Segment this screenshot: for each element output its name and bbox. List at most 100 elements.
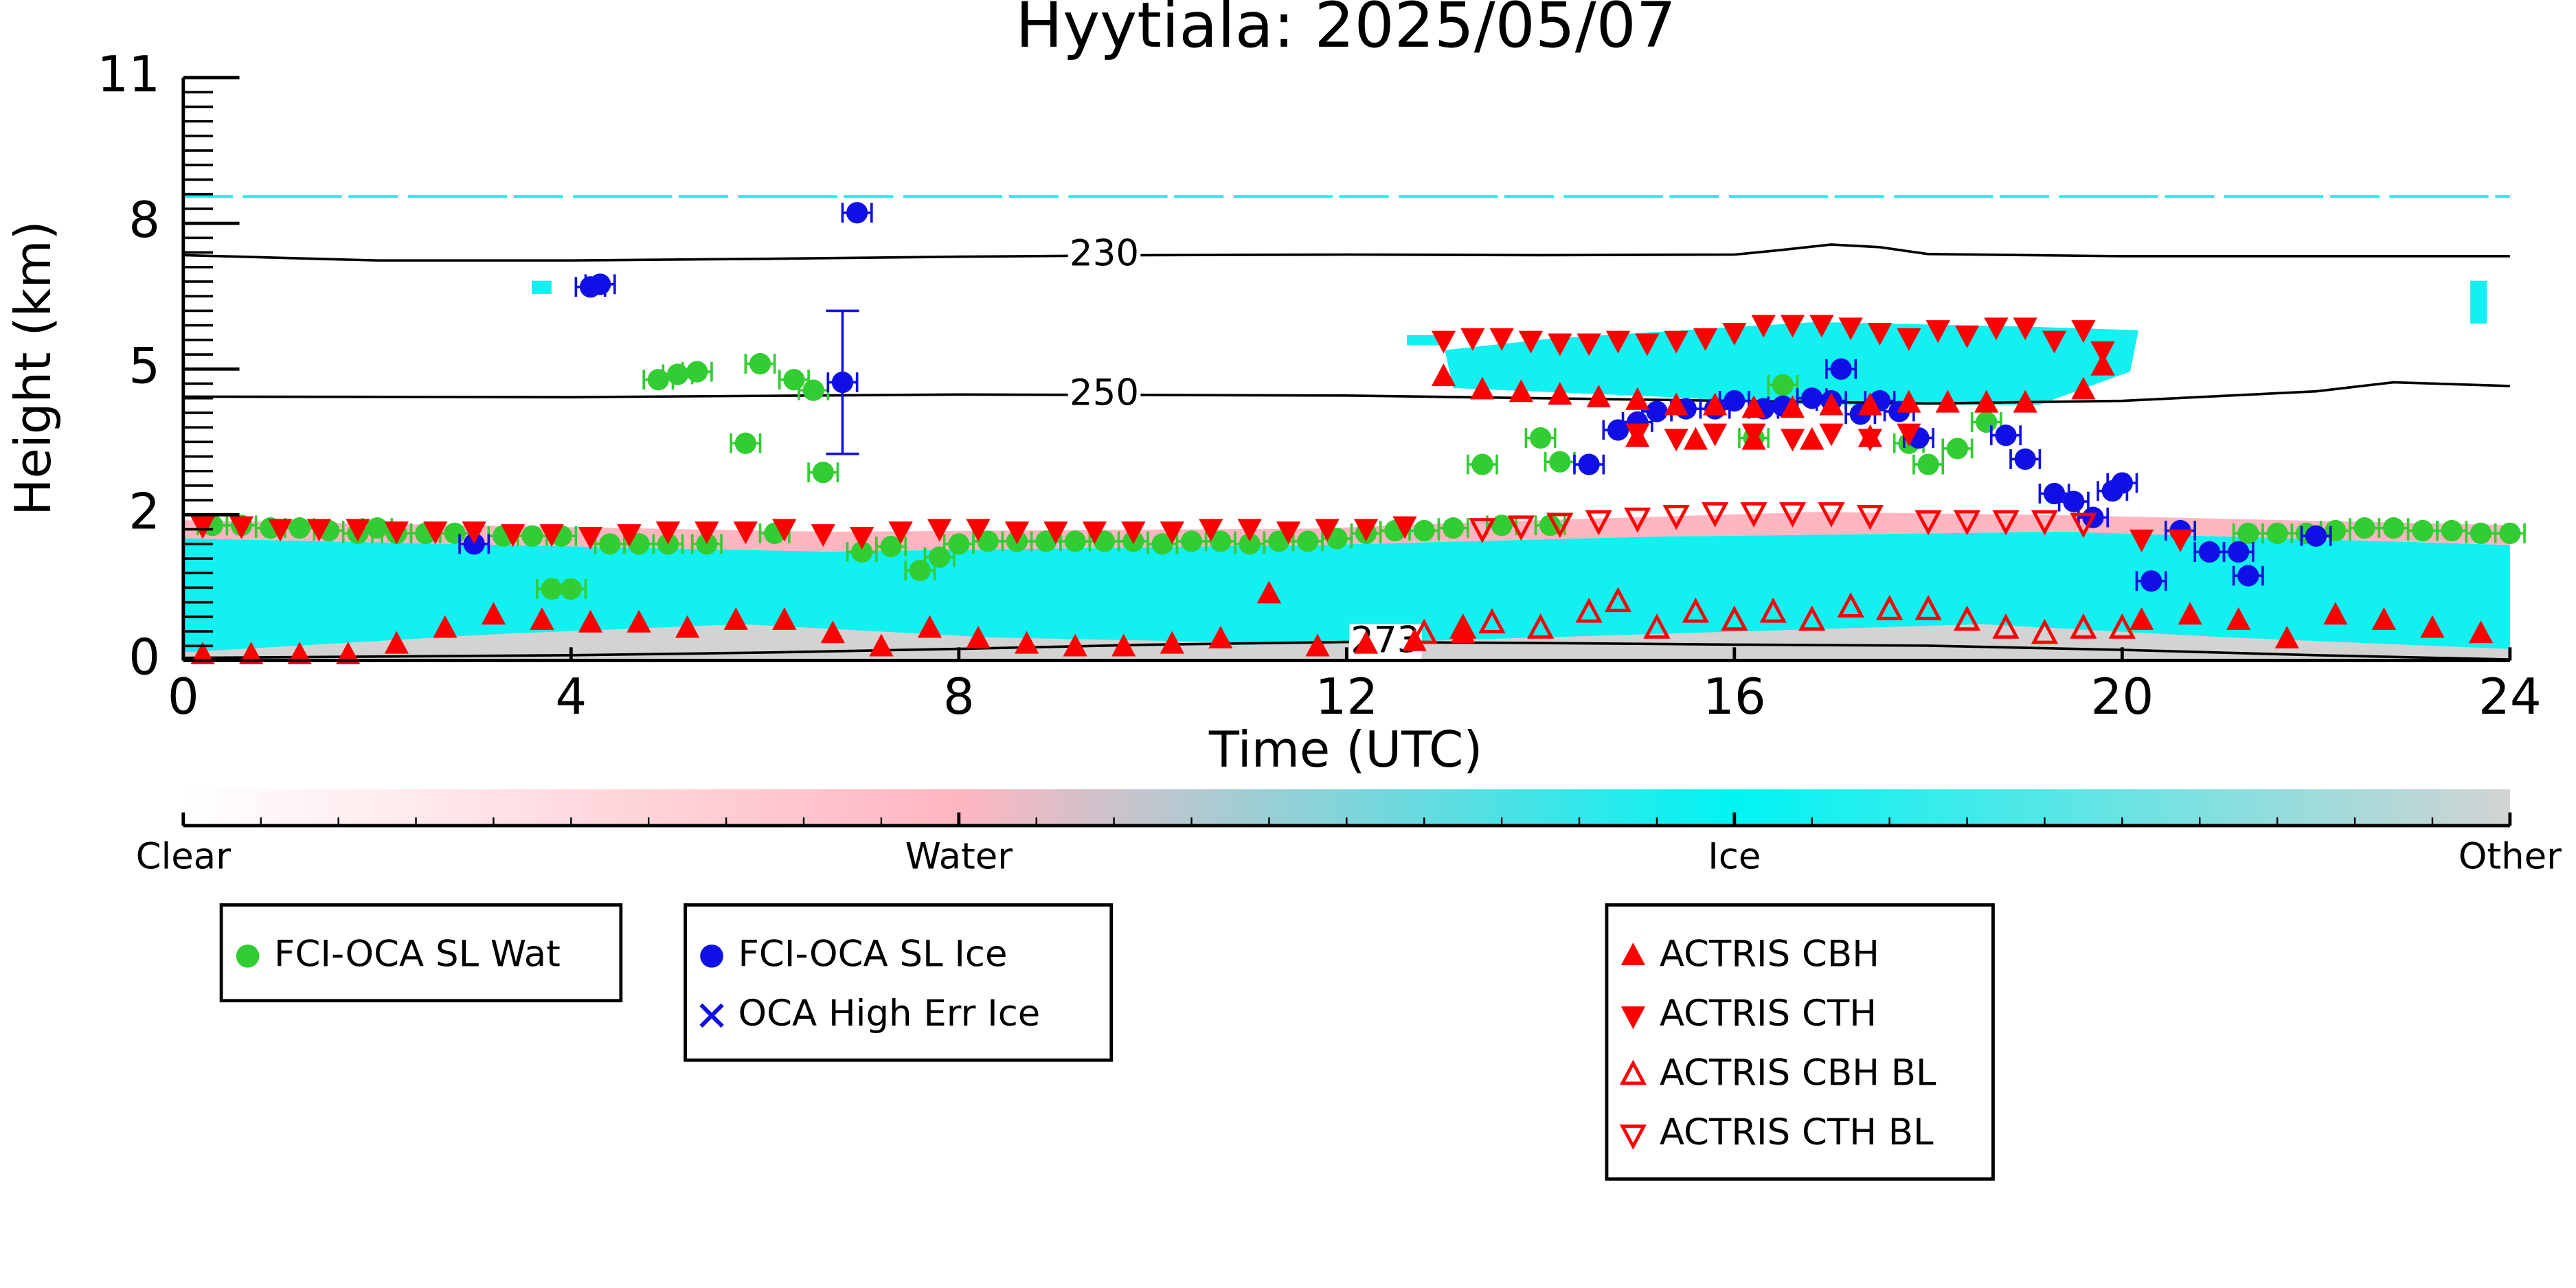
marker	[2168, 529, 2193, 552]
marker	[1449, 613, 1477, 639]
marker	[2090, 341, 2115, 364]
marker	[1759, 597, 1787, 623]
contour-label: 230	[1070, 233, 1139, 275]
marker	[1151, 533, 1173, 555]
marker	[1469, 518, 1496, 543]
marker	[1546, 512, 1574, 539]
cloud-mask	[183, 195, 2510, 661]
marker	[1431, 330, 1456, 354]
marker	[1984, 317, 2009, 341]
marker	[734, 432, 756, 454]
chart-title: Hyytiala: 2025/05/07	[1015, 0, 1675, 62]
marker	[2014, 448, 2036, 471]
marker	[539, 524, 564, 547]
marker	[1353, 519, 1379, 542]
marker	[599, 533, 621, 555]
marker	[1043, 521, 1068, 545]
marker	[1819, 392, 1844, 416]
marker	[2325, 519, 2347, 542]
marker	[2108, 613, 2136, 639]
colorbar-label: Ice	[1708, 836, 1761, 878]
x-tick-label: 12	[1315, 668, 1378, 726]
marker	[229, 516, 254, 539]
marker	[1740, 502, 1767, 528]
marker	[1549, 451, 1571, 473]
marker	[666, 363, 689, 385]
marker	[1914, 510, 1942, 536]
marker	[820, 620, 846, 644]
marker	[783, 369, 805, 391]
marker	[1772, 374, 1794, 396]
marker	[1160, 521, 1184, 545]
marker	[1353, 631, 1379, 654]
marker	[2070, 512, 2097, 539]
marker	[1305, 633, 1330, 657]
contour-label-bg	[1067, 237, 1141, 274]
marker	[2237, 565, 2259, 587]
marker	[2468, 620, 2494, 644]
marker	[948, 533, 970, 555]
marker	[1529, 427, 1552, 449]
marker	[647, 369, 669, 391]
marker	[1867, 323, 1893, 346]
marker	[694, 521, 719, 545]
marker	[733, 521, 758, 545]
marker	[1664, 330, 1688, 354]
marker	[2042, 330, 2067, 354]
marker	[1413, 519, 1435, 542]
marker	[1208, 625, 1233, 648]
marker	[1121, 521, 1146, 545]
marker	[1664, 392, 1688, 416]
x-tick-label: 4	[555, 668, 587, 726]
marker	[1620, 942, 1646, 966]
marker	[626, 609, 651, 633]
marker	[1693, 328, 1718, 351]
x-axis-label: Time (UTC)	[1208, 721, 1483, 779]
marker	[1819, 423, 1844, 447]
colorbar-label: Water	[905, 836, 1013, 878]
marker	[1780, 315, 1805, 338]
marker	[927, 519, 952, 542]
marker	[917, 615, 942, 638]
y-tick-label: 11	[97, 46, 160, 104]
marker	[1199, 519, 1223, 542]
x-tick-label: 8	[943, 668, 975, 726]
marker	[384, 521, 409, 545]
marker	[966, 519, 991, 542]
marker	[287, 642, 312, 665]
marker	[2499, 522, 2521, 545]
marker	[1014, 631, 1039, 654]
marker	[2111, 472, 2133, 494]
marker	[1064, 530, 1086, 552]
marker	[1682, 597, 1710, 623]
marker	[1410, 618, 1438, 644]
marker	[1620, 1006, 1646, 1030]
marker	[1683, 427, 1708, 450]
marker	[2371, 607, 2397, 630]
marker	[1837, 592, 1864, 618]
marker	[2013, 317, 2037, 341]
marker	[2140, 570, 2162, 592]
marker	[2129, 529, 2154, 552]
marker	[2305, 525, 2327, 547]
marker	[2323, 602, 2348, 625]
marker	[444, 522, 466, 545]
marker	[1992, 510, 2020, 536]
marker	[1643, 613, 1671, 639]
marker	[1856, 504, 1884, 530]
marker	[1800, 427, 1824, 450]
legend-label: ACTRIS CBH BL	[1660, 1052, 1936, 1094]
marker	[1507, 515, 1535, 541]
marker	[2266, 522, 2288, 545]
marker	[1925, 320, 1950, 343]
marker	[521, 525, 543, 547]
marker	[888, 521, 913, 545]
contour-line	[183, 243, 2510, 262]
y-tick-label: 8	[128, 192, 160, 249]
marker	[772, 607, 797, 630]
marker	[831, 371, 854, 394]
marker	[1548, 382, 1572, 405]
marker	[1586, 384, 1611, 407]
